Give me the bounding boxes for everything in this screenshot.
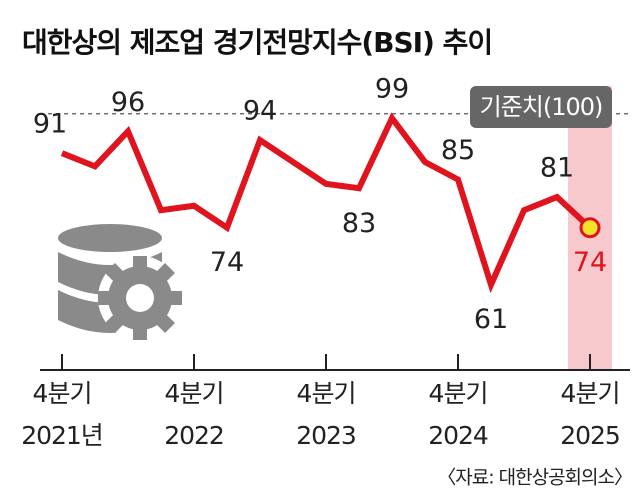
data-label: 74 [210, 247, 244, 278]
x-tick-label: 4분기 2023 [296, 379, 357, 450]
source: 〈자료: 대한상공회의소〉 [437, 467, 632, 489]
data-label: 81 [540, 153, 574, 184]
reference-box [470, 86, 612, 128]
data-label: 91 [33, 109, 67, 140]
database-icon [58, 224, 182, 340]
reference-label: 기준치(100) [480, 93, 603, 121]
data-label: 61 [474, 304, 508, 335]
data-label: 83 [342, 208, 376, 239]
data-label: 94 [243, 96, 277, 127]
x-tick-label: 4분기 2025 [560, 379, 621, 450]
x-tick-label: 4분기 2021년 [21, 379, 104, 450]
data-label: 85 [441, 135, 475, 166]
chart-title: 대한상의 제조업 경기전망지수(BSI) 추이 [22, 26, 492, 59]
x-tick-label: 4분기 2022 [164, 379, 225, 450]
x-tick-label: 4분기 2024 [428, 379, 489, 450]
data-label: 74 [573, 247, 607, 278]
data-line [60, 112, 593, 294]
highlight-point [579, 217, 601, 239]
data-label: 99 [375, 74, 409, 105]
data-label: 96 [111, 87, 145, 118]
